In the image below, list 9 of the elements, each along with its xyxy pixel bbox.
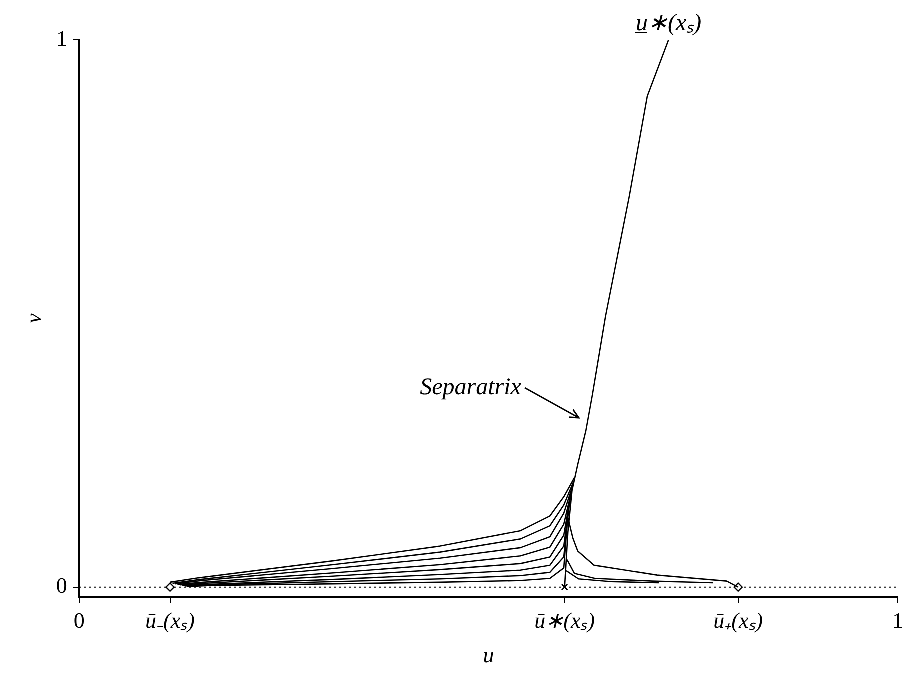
annotation: Separatrix (420, 374, 522, 401)
x-tick-label: 1 (892, 608, 904, 634)
x-tick-label: ū₋(xₛ) (146, 608, 195, 634)
annotation: u̲∗(xₛ) (634, 10, 702, 36)
x-tick-label: ū∗(xₛ) (534, 608, 596, 634)
y-axis-title: v (20, 313, 46, 324)
x-axis-title: u (483, 642, 494, 668)
x-tick-label: 0 (74, 608, 85, 634)
x-tick-label: ū₊(xₛ) (714, 608, 764, 634)
